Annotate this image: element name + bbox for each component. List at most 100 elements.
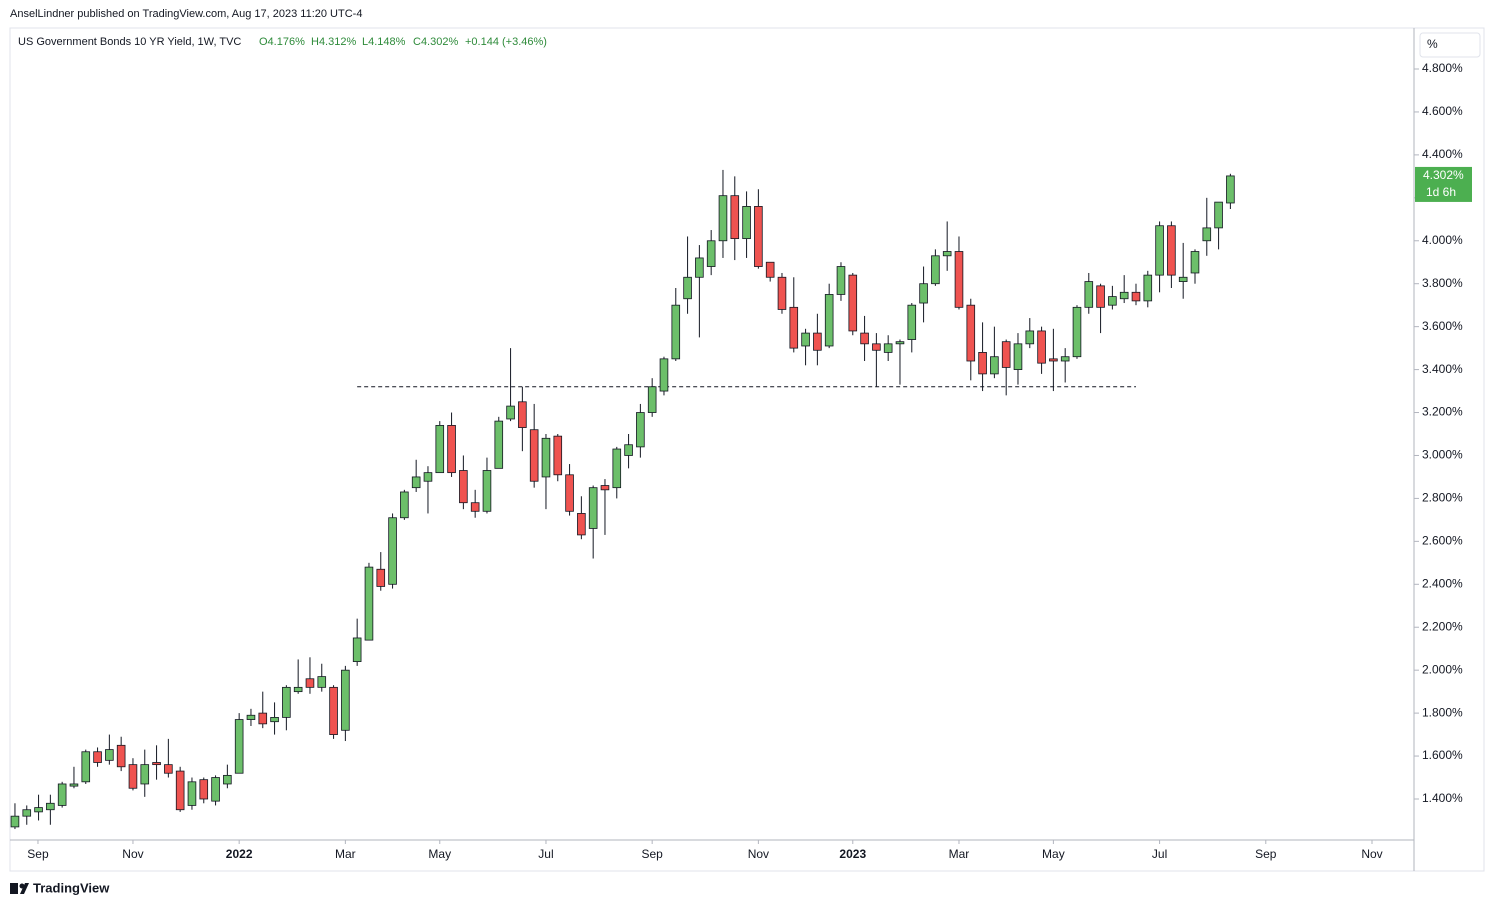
candle-body — [848, 274, 858, 332]
candle-body — [400, 491, 409, 519]
candle-body — [659, 358, 669, 392]
candle-body — [341, 669, 350, 731]
y-tick-label: 2.400% — [1422, 576, 1463, 590]
candle-body — [506, 405, 515, 420]
last-price-box — [1415, 166, 1472, 202]
candle-body — [293, 686, 303, 693]
x-tick-label: Nov — [122, 847, 143, 861]
candle-body — [754, 206, 763, 267]
candle-body — [789, 306, 799, 349]
candle-body — [765, 261, 775, 278]
candle-body — [1108, 296, 1117, 306]
candle-body — [1060, 356, 1070, 362]
candle-body — [813, 332, 822, 351]
y-tick-label: 4.600% — [1422, 104, 1463, 118]
last-price-label: 4.302% — [1423, 168, 1464, 182]
unit-button[interactable] — [1419, 32, 1481, 58]
candle-body — [93, 751, 102, 763]
candle-body — [801, 332, 810, 347]
candle-body — [860, 332, 869, 345]
candle-body — [317, 676, 327, 688]
candle-body — [919, 283, 928, 304]
candle-body — [978, 352, 987, 375]
candle-body — [529, 429, 539, 482]
candle-body — [836, 266, 846, 295]
candle-body — [329, 686, 338, 735]
y-tick-label: 3.400% — [1422, 362, 1463, 376]
candle-body — [683, 276, 692, 300]
candle-body — [81, 751, 91, 783]
candle-body — [671, 304, 681, 360]
candle-body — [1226, 175, 1235, 204]
y-tick-label: 1.800% — [1422, 705, 1463, 719]
candle-body — [234, 719, 244, 774]
candle-body — [588, 487, 598, 529]
footer: TradingView — [33, 880, 110, 895]
candle-body — [22, 809, 32, 817]
unit-label[interactable]: % — [1427, 37, 1438, 51]
candle-body — [423, 472, 433, 482]
candle-body — [305, 678, 315, 688]
candle-body — [175, 770, 185, 811]
candle-body — [966, 304, 976, 362]
candle-body — [1167, 225, 1176, 276]
y-tick-label: 1.400% — [1422, 791, 1463, 805]
candle-body — [1119, 291, 1129, 300]
candle-body — [116, 744, 126, 768]
x-tick-label: Sep — [1255, 847, 1277, 861]
candle-body — [742, 206, 751, 240]
candle-body — [1084, 281, 1094, 308]
low-label: L4.148% — [362, 36, 406, 48]
candle-body — [152, 762, 161, 766]
candle-body — [1025, 330, 1035, 345]
x-tick-label: Nov — [1361, 847, 1382, 861]
candle-body — [1013, 343, 1023, 370]
x-tick-label: Jul — [538, 847, 553, 861]
candle-body — [352, 637, 362, 662]
publisher: AnselLindner published on TradingView.co… — [10, 8, 362, 20]
candle-body — [577, 513, 586, 536]
candle-body — [718, 195, 728, 242]
candle-body — [730, 195, 740, 240]
candle-body — [482, 470, 492, 512]
candle-body — [388, 517, 397, 585]
candle-body — [1214, 201, 1223, 229]
candle-body — [270, 717, 279, 723]
x-tick-label: Sep — [641, 847, 663, 861]
candle-body — [282, 686, 291, 718]
x-tick-label: Nov — [748, 847, 769, 861]
x-tick-label: Jul — [1152, 847, 1167, 861]
candle-body — [518, 401, 527, 428]
x-tick-label: Sep — [27, 847, 49, 861]
candle-body — [647, 386, 657, 413]
countdown: 1d 6h — [1426, 185, 1456, 199]
x-tick-label: Mar — [335, 847, 356, 861]
candle-body — [600, 485, 610, 491]
change-label: +0.144 (+3.46%) — [465, 36, 547, 48]
candle-body — [777, 276, 787, 310]
candle-body — [1001, 341, 1011, 368]
candle-body — [872, 343, 881, 351]
y-tick-label: 1.600% — [1422, 748, 1463, 762]
candle-body — [69, 783, 79, 787]
candle-body — [199, 779, 209, 800]
frame — [9, 27, 1485, 872]
y-tick-label: 4.000% — [1422, 233, 1463, 247]
candle-body — [1202, 227, 1212, 242]
candle-body — [187, 781, 197, 806]
candle-body — [10, 815, 20, 828]
y-tick-label: 3.600% — [1422, 319, 1463, 333]
candle-body — [565, 474, 574, 512]
candle-body — [164, 764, 173, 774]
footer-logo — [10, 883, 29, 894]
candle-body — [258, 712, 268, 725]
candle-body — [435, 425, 445, 474]
x-tick-label: May — [1042, 847, 1065, 861]
x-tick-label: May — [428, 847, 451, 861]
candle-body — [364, 566, 374, 641]
candle-body — [1096, 285, 1105, 308]
x-tick-label: 2023 — [839, 847, 866, 861]
candle-body — [46, 802, 55, 811]
candle-body — [636, 412, 645, 448]
